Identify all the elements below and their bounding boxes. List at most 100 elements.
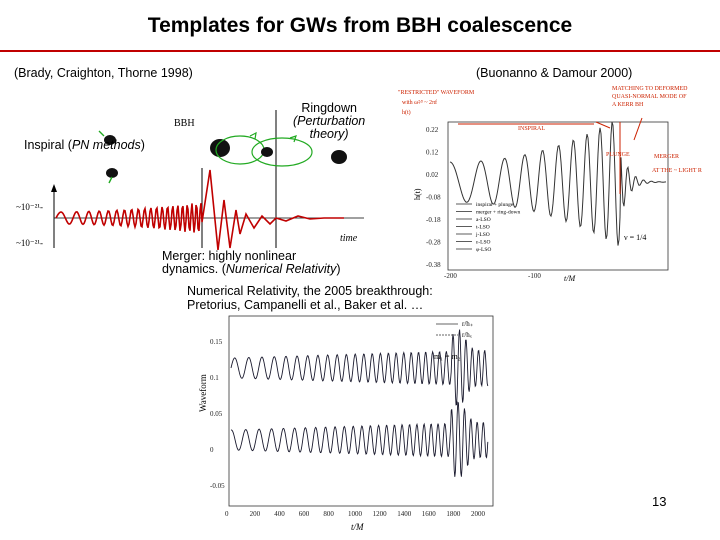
legend: inspiral + plunge merger + ring-downa-LSO… bbox=[456, 202, 520, 253]
note-merger: MERGER bbox=[654, 154, 679, 160]
x-tick-label: 200 bbox=[250, 510, 261, 518]
right-citation: (Buonanno & Damour 2000) bbox=[476, 66, 633, 80]
legend-entry: r/hₓ bbox=[462, 331, 473, 339]
x-tick-label: 0 bbox=[225, 510, 229, 518]
schematic-waveform-figure: ~10⁻²¹- ~10⁻²¹- time BBH bbox=[16, 110, 364, 250]
black-hole-mark bbox=[331, 150, 347, 164]
black-hole-mark bbox=[106, 168, 118, 178]
merger-suffix: ) bbox=[336, 262, 341, 276]
y-axis-arrow bbox=[51, 184, 57, 192]
nr-heading-line-1: Numerical Relativity, the 2005 breakthro… bbox=[187, 284, 433, 298]
inspiral-prefix: Inspiral ( bbox=[24, 138, 72, 152]
y-tick-label: -0.38 bbox=[426, 261, 441, 269]
y-tick-label: -0.08 bbox=[426, 194, 441, 202]
y-tick-label: 0.1 bbox=[210, 374, 219, 382]
black-hole-mark bbox=[210, 139, 230, 157]
legend-entry: inspiral + plunge bbox=[476, 202, 514, 208]
legend-entry: φ-LSO bbox=[476, 247, 491, 253]
note-ht: h(t) bbox=[402, 109, 411, 116]
orbit-arrow-icon bbox=[249, 131, 297, 143]
x-tick-label: 1000 bbox=[348, 510, 363, 518]
ringdown-label: Ringdown (Perturbation theory) bbox=[293, 102, 365, 141]
x-axis-label: t/M bbox=[564, 274, 576, 282]
schematic-waveform-line bbox=[55, 169, 344, 250]
x-tick-label: 1600 bbox=[422, 510, 437, 518]
note-plunge: PLUNGE bbox=[606, 152, 630, 158]
legend-entry: r/h₊ bbox=[462, 320, 474, 328]
inspiral-suffix: ) bbox=[140, 138, 145, 152]
ringdown-line-2: (Perturbation bbox=[293, 114, 366, 128]
note-inspiral: INSPIRAL bbox=[518, 126, 545, 132]
x-tick-label: -200 bbox=[444, 272, 457, 280]
black-hole-mark bbox=[261, 147, 273, 157]
mass-ratio-label: m₁ = m₂ bbox=[434, 352, 461, 361]
note-matching-1: MATCHING TO DEFORMED bbox=[612, 86, 688, 92]
y-tick-label: -0.05 bbox=[210, 482, 225, 490]
legend-entry: j-LSO bbox=[475, 232, 490, 238]
note-matching-2: QUASI-NORMAL MODE OF bbox=[612, 94, 687, 100]
x-tick-label: 1800 bbox=[446, 510, 461, 518]
note-matching-3: A KERR BH bbox=[612, 102, 644, 108]
nr-waveform-figure: 0.15 0.1 0.05 0 -0.05 0 200 400 600 800 1000 1200 1… bbox=[198, 315, 494, 532]
nr-waveform-hplus bbox=[230, 329, 489, 406]
orbit-arrow-icon bbox=[98, 130, 113, 184]
title-divider bbox=[0, 50, 720, 52]
merger-prefix: dynamics. ( bbox=[162, 262, 226, 276]
y-tick-label: 0.22 bbox=[426, 126, 439, 134]
legend: r/h₊ r/hₓ bbox=[436, 320, 474, 339]
y-axis-label: Waveform bbox=[198, 374, 208, 412]
y-tick-label: 0.05 bbox=[210, 410, 223, 418]
legend-entry: merger + ring-down bbox=[476, 210, 520, 216]
ringdown-line-1: Ringdown bbox=[301, 101, 357, 115]
legend-entry: t-LSO bbox=[476, 225, 490, 231]
x-tick-label: 600 bbox=[299, 510, 310, 518]
bbh-label: BBH bbox=[174, 118, 195, 129]
y-tick-labels: 0.22 0.12 0.02 -0.08 -0.18 -0.28 -0.38 bbox=[426, 126, 441, 269]
note-light-ring: AT THE ~ LIGHT RING bbox=[652, 168, 702, 174]
ytick-top: ~10⁻²¹- bbox=[16, 202, 43, 212]
x-tick-label: -100 bbox=[528, 272, 541, 280]
left-citation: (Brady, Craighton, Thorne 1998) bbox=[14, 66, 193, 80]
merger-method: Numerical Relativity bbox=[225, 262, 337, 276]
note-restricted: "RESTRICTED" WAVEFORM bbox=[398, 90, 475, 96]
note-omega: with ω²⁄³ ~ 2πf bbox=[402, 99, 437, 106]
y-tick-label: -0.18 bbox=[426, 216, 441, 224]
x-tick-label: 1200 bbox=[373, 510, 388, 518]
merger-line-1: Merger: highly nonlinear bbox=[162, 249, 297, 263]
nr-heading: Numerical Relativity, the 2005 breakthro… bbox=[187, 284, 433, 312]
x-tick-label: 2000 bbox=[471, 510, 486, 518]
y-axis-label: h(t) bbox=[413, 188, 422, 200]
x-tick-label: 400 bbox=[274, 510, 285, 518]
nr-heading-line-2: Pretorius, Campanelli et al., Baker et a… bbox=[187, 298, 424, 312]
plot-frame bbox=[228, 315, 494, 507]
merger-label: Merger: highly nonlinear dynamics. (Nume… bbox=[162, 250, 341, 276]
x-tick-labels: 0 200 400 600 800 1000 1200 1400 1600 1800 2000 bbox=[225, 510, 486, 518]
annotation-arrows bbox=[595, 117, 643, 194]
eob-waveform-figure: 0.22 0.12 0.02 -0.08 -0.18 -0.28 -0.38 h(t) t/… bbox=[398, 86, 702, 282]
legend-entry: a-LSO bbox=[476, 217, 491, 223]
ytick-bottom: ~10⁻²¹- bbox=[16, 238, 43, 248]
x-tick-label: 1400 bbox=[397, 510, 412, 518]
ringdown-line-3: theory) bbox=[309, 127, 349, 141]
nr-waveform-hcross bbox=[230, 401, 489, 477]
orbit-path bbox=[251, 137, 313, 167]
x-axis-label: t/M bbox=[351, 522, 364, 532]
slide-number: 13 bbox=[652, 494, 667, 509]
y-tick-label: 0.15 bbox=[210, 338, 223, 346]
red-handwritten-notes: "RESTRICTED" WAVEFORM with ω²⁄³ ~ 2πf h(… bbox=[398, 86, 702, 174]
plot-frame bbox=[447, 121, 669, 271]
black-hole-mark bbox=[104, 135, 116, 145]
slide-title: Templates for GWs from BBH coalescence bbox=[147, 14, 573, 37]
eob-waveform-line bbox=[449, 121, 667, 246]
inspiral-method: PN methods bbox=[71, 138, 141, 152]
y-tick-label: 0 bbox=[210, 446, 214, 454]
y-tick-labels: 0.15 0.1 0.05 0 -0.05 bbox=[210, 338, 225, 490]
y-tick-label: 0.12 bbox=[426, 149, 439, 157]
x-tick-label: 800 bbox=[323, 510, 334, 518]
y-tick-label: 0.02 bbox=[426, 171, 439, 179]
nu-label: ν = 1/4 bbox=[624, 233, 646, 242]
y-tick-label: -0.28 bbox=[426, 239, 441, 247]
inspiral-label: Inspiral (PN methods) bbox=[24, 138, 145, 152]
merger-line-2: dynamics. (Numerical Relativity) bbox=[162, 263, 341, 276]
legend-entry: ε-LSO bbox=[476, 240, 491, 246]
